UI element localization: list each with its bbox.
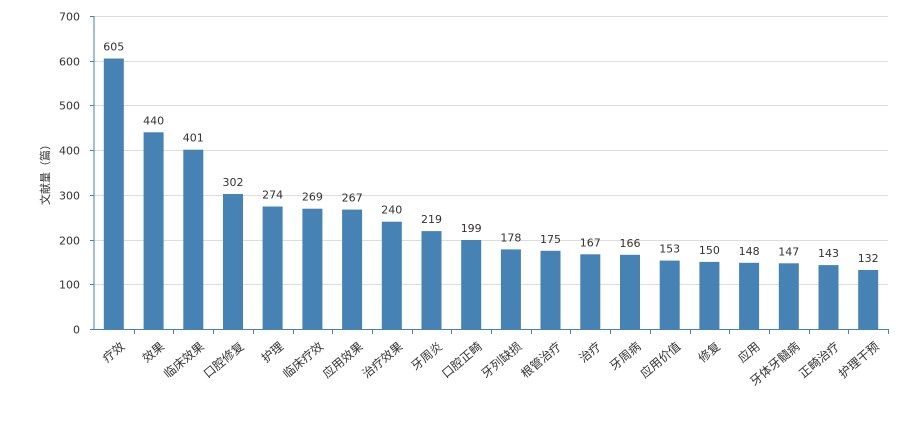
y-tick-label: 200	[59, 235, 80, 248]
x-tick-label: 护理干预	[836, 339, 882, 381]
y-tick-label: 400	[59, 145, 80, 158]
bar[interactable]	[778, 263, 799, 329]
bar[interactable]	[620, 254, 640, 329]
bar-value-label: 219	[421, 213, 442, 226]
bar-value-label: 166	[620, 237, 641, 250]
bar[interactable]	[500, 249, 521, 329]
x-tick-label: 正畸治疗	[796, 339, 842, 381]
y-tick-label: 700	[59, 11, 80, 24]
x-tick-label: 疗效	[99, 339, 127, 366]
bar-value-label: 150	[699, 244, 720, 257]
bar-value-label: 148	[739, 245, 760, 258]
bars	[103, 58, 879, 330]
bar-value-label: 440	[143, 114, 164, 127]
y-axis-title: 文献量（篇）	[38, 139, 52, 205]
x-tick-label: 牙列缺损	[478, 339, 524, 381]
bar-value-label: 167	[580, 236, 601, 249]
bar-value-label: 147	[778, 245, 799, 258]
y-tick-label: 500	[59, 100, 80, 113]
x-tick-label: 应用	[735, 339, 763, 366]
bar-value-label: 175	[540, 233, 561, 246]
bar-value-label: 143	[818, 247, 839, 260]
x-tick-label: 应用效果	[319, 339, 365, 381]
y-tick-label: 100	[59, 279, 80, 292]
x-tick-label: 修复	[695, 339, 723, 366]
bar-value-label: 199	[461, 222, 482, 235]
x-tick-label: 治疗效果	[359, 339, 405, 381]
bar[interactable]	[461, 240, 482, 329]
bar-value-labels: 605 440 401 302 274 269 267 240 219 199 178 175 167 1…	[103, 41, 878, 266]
bar[interactable]	[739, 262, 760, 329]
bar[interactable]	[302, 208, 323, 329]
y-tick-label: 0	[73, 324, 80, 337]
x-tick-label: 临床效果	[160, 339, 206, 381]
y-tick-label: 600	[59, 56, 80, 69]
x-tick-label: 应用价值	[637, 339, 683, 381]
bar-value-label: 132	[858, 252, 879, 265]
x-tick-label: 口腔修复	[200, 339, 246, 381]
x-tick-label: 根管治疗	[518, 339, 564, 381]
x-tick-label: 护理	[259, 339, 286, 365]
bar-value-label: 153	[659, 243, 680, 256]
x-tick-label: 牙周炎	[408, 339, 445, 373]
bar-value-label: 401	[183, 132, 204, 145]
x-tick-label: 口腔正畸	[438, 339, 484, 381]
bar-value-label: 267	[342, 192, 363, 205]
bar-value-label: 274	[262, 189, 283, 202]
bar[interactable]	[818, 265, 839, 329]
bar-value-label: 178	[500, 231, 521, 244]
bar[interactable]	[540, 250, 561, 330]
bar[interactable]	[421, 231, 442, 329]
bar[interactable]	[342, 209, 363, 329]
bar[interactable]	[858, 270, 879, 329]
bar[interactable]	[223, 194, 243, 329]
x-tick-label: 效果	[139, 339, 167, 366]
bar-value-label: 302	[223, 176, 244, 189]
bar-value-label: 269	[302, 191, 323, 204]
bar[interactable]	[143, 132, 164, 329]
y-axis-ticks: 0 100 200 300 400 500 600 700	[59, 11, 94, 337]
x-tick-label: 临床疗效	[280, 339, 326, 381]
bar-value-label: 605	[103, 41, 124, 54]
bar[interactable]	[580, 254, 601, 329]
bar[interactable]	[381, 221, 402, 329]
bar[interactable]	[103, 58, 124, 330]
bar[interactable]	[659, 260, 680, 329]
grid-lines	[94, 16, 888, 285]
bar[interactable]	[183, 149, 204, 329]
bar[interactable]	[699, 261, 720, 329]
y-tick-label: 300	[59, 190, 80, 203]
bar-value-label: 240	[381, 204, 402, 217]
bar[interactable]	[262, 206, 283, 330]
x-tick-label: 牙周病	[606, 339, 643, 374]
x-tick-label: 治疗	[576, 339, 603, 365]
